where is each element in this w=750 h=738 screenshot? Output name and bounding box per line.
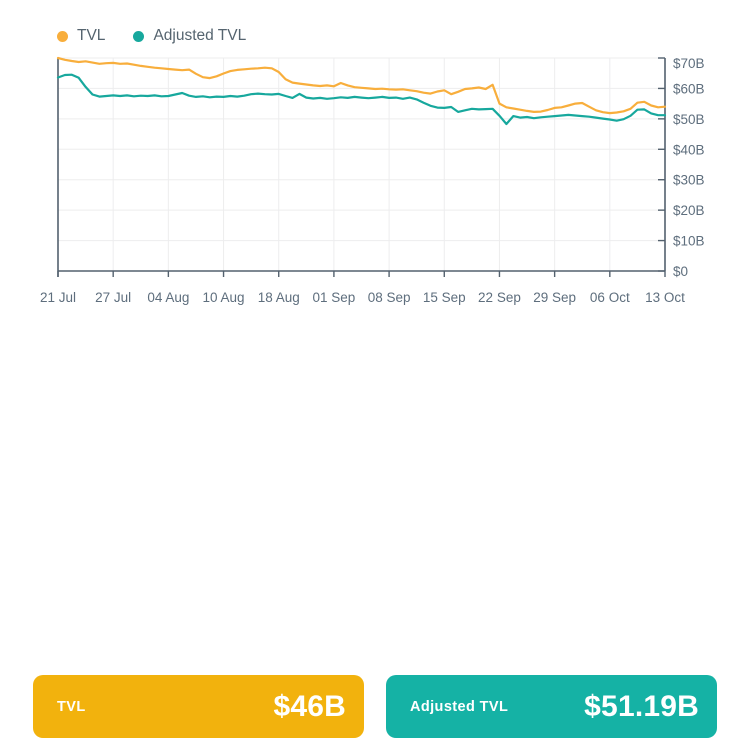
x-axis-label: 08 Sep <box>368 290 411 305</box>
x-axis-label: 18 Aug <box>258 290 300 305</box>
stat-cards: TVL $46B Adjusted TVL $51.19B <box>0 675 750 738</box>
x-axis-label: 01 Sep <box>313 290 356 305</box>
tvl-line <box>56 56 667 115</box>
x-axis-label: 22 Sep <box>478 290 521 305</box>
adjusted-tvl-legend-dot-icon <box>133 30 145 42</box>
y-axis-label: $20B <box>673 203 705 218</box>
x-axis-label: 06 Oct <box>590 290 630 305</box>
adjusted-tvl-line <box>56 73 667 126</box>
x-axis-label: 29 Sep <box>533 290 576 305</box>
legend-item-tvl[interactable]: TVL <box>57 27 105 45</box>
y-axis-label: $70B <box>673 56 705 71</box>
adjusted-tvl-card-value: $51.19B <box>584 689 699 723</box>
tvl-card[interactable]: TVL $46B <box>33 675 364 738</box>
x-axis-label: 21 Jul <box>40 290 76 305</box>
y-axis-label: $50B <box>673 112 705 127</box>
adjusted-tvl-legend-label: Adjusted TVL <box>153 27 247 44</box>
chart-legend: TVL Adjusted TVL <box>57 27 246 45</box>
tvl-card-label: TVL <box>57 698 86 715</box>
x-axis-label: 04 Aug <box>147 290 189 305</box>
y-axis-label: $30B <box>673 173 705 188</box>
adjusted-tvl-card-label: Adjusted TVL <box>410 698 509 715</box>
x-axis-label: 27 Jul <box>95 290 131 305</box>
adjusted-tvl-card[interactable]: Adjusted TVL $51.19B <box>386 675 717 738</box>
x-axis-label: 15 Sep <box>423 290 466 305</box>
legend-item-adjusted-tvl[interactable]: Adjusted TVL <box>133 27 246 45</box>
x-axis-label: 10 Aug <box>203 290 245 305</box>
y-axis-label: $0 <box>673 264 688 279</box>
tvl-legend-label: TVL <box>77 27 106 44</box>
y-axis-label: $60B <box>673 81 705 96</box>
x-axis-label: 13 Oct <box>645 290 685 305</box>
tvl-chart-section: 21 Jul 27 Jul 04 Aug 10 Aug 18 Aug 01 Sep 08 S… <box>0 0 750 330</box>
tvl-legend-dot-icon <box>57 30 68 42</box>
y-axis-label: $40B <box>673 142 705 157</box>
tvl-card-value: $46B <box>273 689 346 723</box>
y-axis-label: $10B <box>673 234 705 249</box>
tvl-history-chart[interactable]: 21 Jul 27 Jul 04 Aug 10 Aug 18 Aug 01 Sep 08 S… <box>0 0 750 330</box>
